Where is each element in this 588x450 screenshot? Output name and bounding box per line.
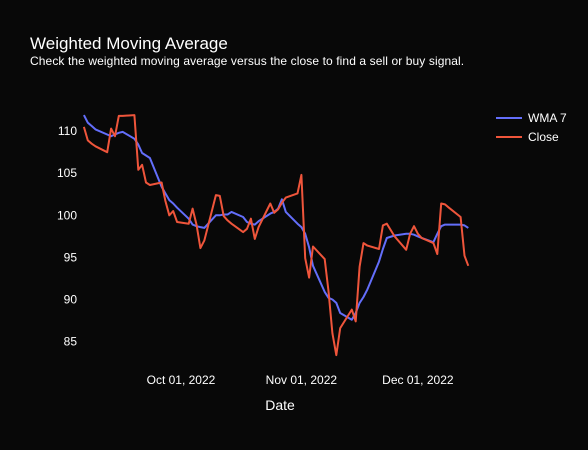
x-tick-label: Nov 01, 2022 xyxy=(266,373,338,387)
plot-area xyxy=(82,114,470,357)
x-axis: Oct 01, 2022 Nov 01, 2022 Dec 01, 2022 xyxy=(147,373,454,387)
x-tick-label: Dec 01, 2022 xyxy=(382,373,454,387)
legend-label: Close xyxy=(528,130,559,144)
series-line-close[interactable] xyxy=(82,114,470,357)
legend-item-close[interactable]: Close xyxy=(496,130,559,144)
y-tick-label: 105 xyxy=(57,166,77,180)
x-axis-title: Date xyxy=(265,397,295,413)
series-line-wma-7[interactable] xyxy=(83,114,469,321)
y-tick-label: 85 xyxy=(64,335,78,349)
y-tick-label: 110 xyxy=(58,124,77,138)
legend-label: WMA 7 xyxy=(528,111,567,125)
chart-title: Weighted Moving Average xyxy=(30,34,228,53)
x-tick-label: Oct 01, 2022 xyxy=(147,373,216,387)
chart-subtitle: Check the weighted moving average versus… xyxy=(30,54,465,68)
y-tick-label: 95 xyxy=(64,250,78,264)
y-tick-label: 100 xyxy=(57,208,77,222)
legend[interactable]: WMA 7 Close xyxy=(496,111,567,144)
y-tick-label: 90 xyxy=(64,293,78,307)
legend-item-wma-7[interactable]: WMA 7 xyxy=(496,111,567,125)
y-axis: 85 90 95 100 105 110 xyxy=(57,124,77,349)
